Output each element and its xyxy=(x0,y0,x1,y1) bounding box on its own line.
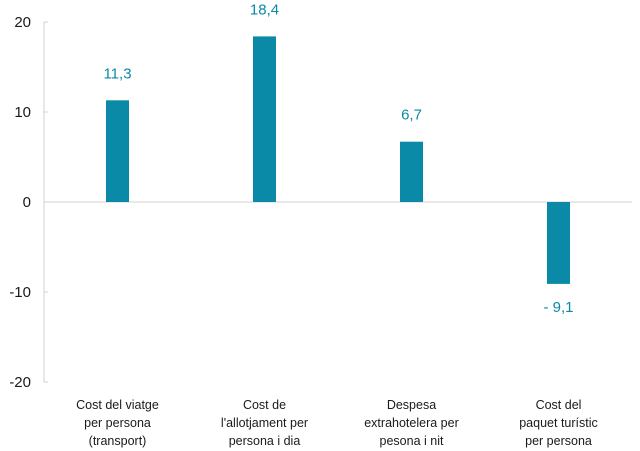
category-label: Despesa extrahotelera per pesona i nit xyxy=(364,398,459,448)
category-label: Cost del viatge per persona (transport) xyxy=(76,398,159,448)
y-tick-label: -20 xyxy=(9,374,31,391)
y-tick-label: -10 xyxy=(9,284,31,301)
bar xyxy=(106,100,129,202)
y-axis: 20 10 0 -10 -20 xyxy=(9,14,48,391)
category-label: Cost de l'allotjament per persona i dia xyxy=(221,398,308,448)
bar-series xyxy=(106,36,570,284)
bar xyxy=(253,36,276,203)
data-label: 18,4 xyxy=(250,1,279,18)
category-labels: Cost del viatge per persona (transport) Cos… xyxy=(76,398,598,448)
data-label: 11,3 xyxy=(103,65,131,82)
y-tick-label: 0 xyxy=(23,194,31,211)
bar xyxy=(400,141,423,202)
y-tick-label: 20 xyxy=(14,14,31,31)
data-labels: 11,3 18,4 6,7 - 9,1 xyxy=(103,1,573,316)
y-tick-label: 10 xyxy=(14,104,31,121)
category-label: Cost del paquet turístic per persona xyxy=(519,398,598,448)
data-label: 6,7 xyxy=(401,107,422,124)
data-label: - 9,1 xyxy=(543,299,573,316)
bar xyxy=(547,202,570,284)
